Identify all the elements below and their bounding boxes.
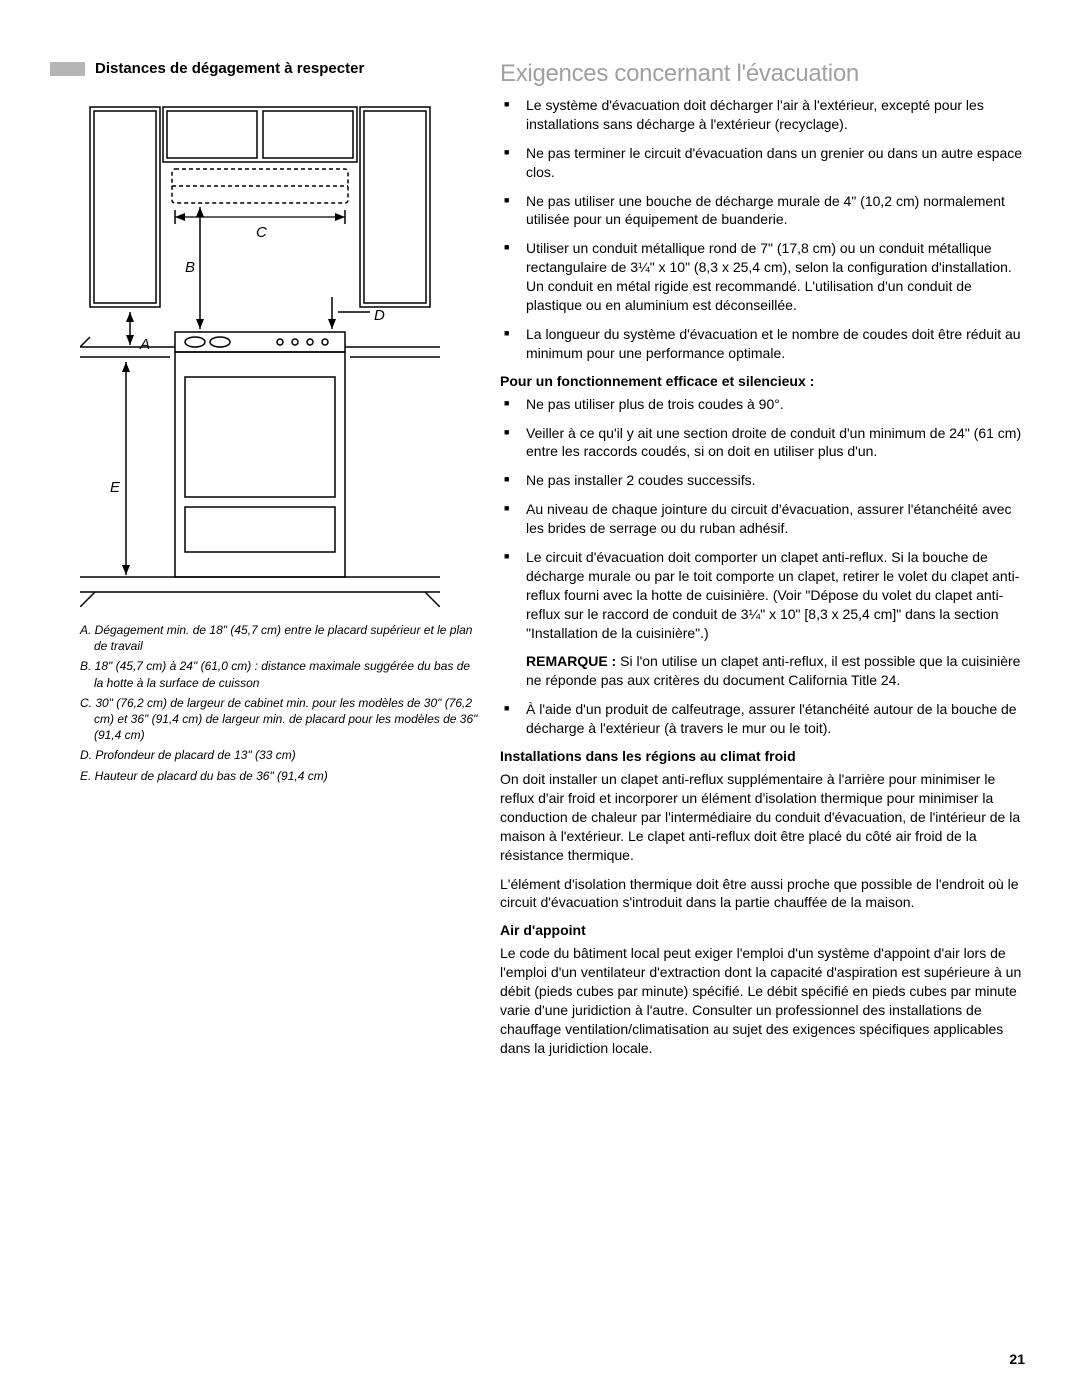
bullet-item: À l'aide d'un produit de calfeutrage, as… (500, 700, 1030, 738)
bullet-item: Au niveau de chaque jointure du circuit … (500, 500, 1030, 538)
bullet-item: Ne pas installer 2 coudes successifs. (500, 471, 1030, 490)
legend-a: A. Dégagement min. de 18" (45,7 cm) entr… (80, 622, 480, 654)
bar-icon (50, 62, 85, 76)
right-column: Exigences concernant l'évacuation Le sys… (500, 60, 1030, 1068)
bullet-item: Utiliser un conduit métallique rond de 7… (500, 239, 1030, 315)
label-e: E (110, 479, 121, 496)
main-heading: Exigences concernant l'évacuation (500, 60, 1030, 88)
label-d: D (374, 307, 385, 324)
bullet-item: Veiller à ce qu'il y ait une section dro… (500, 424, 1030, 462)
bullet-item: Le système d'évacuation doit décharger l… (500, 96, 1030, 134)
diagram-svg: C B D A E (80, 97, 440, 607)
subheading-efficiency: Pour un fonctionnement efficace et silen… (500, 373, 1030, 389)
label-c: C (256, 224, 267, 241)
section-bar: Distances de dégagement à respecter (50, 60, 470, 77)
left-column: Distances de dégagement à respecter (50, 60, 470, 1068)
bullet-item: Ne pas terminer le circuit d'évacuation … (500, 144, 1030, 182)
bullet-item: La longueur du système d'évacuation et l… (500, 325, 1030, 363)
note-block: REMARQUE : Si l'on utilise un clapet ant… (500, 652, 1030, 690)
clearance-diagram: C B D A E (80, 97, 440, 612)
para-cold-2: L'élément d'isolation thermique doit êtr… (500, 875, 1030, 913)
page-number: 21 (1009, 1351, 1025, 1367)
legend-c: C. 30" (76,2 cm) de largeur de cabinet m… (80, 695, 480, 744)
bullet-item: Ne pas utiliser une bouche de décharge m… (500, 192, 1030, 230)
para-makeup-air: Le code du bâtiment local peut exiger l'… (500, 944, 1030, 1057)
label-a: A (139, 336, 150, 353)
subheading-cold-climate: Installations dans les régions au climat… (500, 748, 1030, 764)
bullets-group-1: Le système d'évacuation doit décharger l… (500, 96, 1030, 363)
note-label: REMARQUE : (526, 653, 616, 669)
page-container: Distances de dégagement à respecter (50, 60, 1030, 1068)
legend-e: E. Hauteur de placard du bas de 36" (91,… (80, 768, 480, 784)
bullets-group-3: À l'aide d'un produit de calfeutrage, as… (500, 700, 1030, 738)
para-cold-1: On doit installer un clapet anti-reflux … (500, 770, 1030, 864)
legend-b: B. 18" (45,7 cm) à 24" (61,0 cm) : dista… (80, 658, 480, 690)
bullet-item: Le circuit d'évacuation doit comporter u… (500, 548, 1030, 642)
label-b: B (185, 259, 195, 276)
legend-d: D. Profondeur de placard de 13" (33 cm) (80, 747, 480, 763)
bullets-group-2: Ne pas utiliser plus de trois coudes à 9… (500, 395, 1030, 643)
subheading-makeup-air: Air d'appoint (500, 922, 1030, 938)
bullet-item: Ne pas utiliser plus de trois coudes à 9… (500, 395, 1030, 414)
diagram-legend: A. Dégagement min. de 18" (45,7 cm) entr… (80, 622, 480, 784)
left-title: Distances de dégagement à respecter (95, 60, 364, 77)
